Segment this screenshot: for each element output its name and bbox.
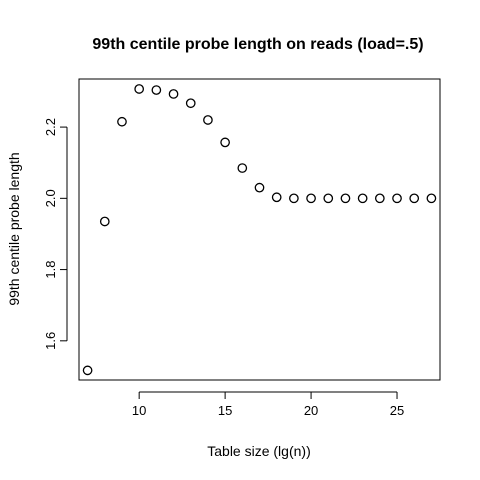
data-point: [357, 193, 368, 204]
data-point: [203, 115, 213, 125]
data-point: [306, 193, 316, 204]
data-point: [392, 193, 402, 204]
data-point: [237, 163, 248, 173]
data-point: [409, 193, 420, 204]
data-points: [82, 84, 437, 376]
y-axis: 1.6 1.8 2.0 2.2: [43, 118, 68, 350]
chart-title: 99th centile probe length on reads (load…: [92, 36, 423, 53]
data-point: [271, 192, 282, 203]
data-point: [151, 85, 162, 95]
data-point: [289, 193, 299, 204]
data-point: [220, 137, 230, 148]
data-point: [134, 84, 145, 94]
y-tick-label: 2.0: [43, 189, 58, 207]
x-axis-label: Table size (lg(n)): [207, 443, 310, 459]
data-point: [340, 193, 351, 204]
y-tick-label: 1.8: [43, 261, 58, 279]
data-point: [82, 365, 93, 376]
data-point: [323, 193, 334, 204]
y-tick-label: 2.2: [43, 118, 58, 136]
data-point: [168, 89, 179, 99]
plot-area-border: [78, 78, 441, 381]
x-tick-label: 25: [390, 403, 404, 418]
data-point: [99, 216, 110, 227]
y-tick-label: 1.6: [43, 332, 58, 350]
x-tick-label: 15: [218, 403, 232, 418]
data-point: [426, 193, 437, 204]
x-axis: 10 15 20 25: [132, 391, 404, 418]
y-axis-label: 99th centile probe length: [6, 152, 22, 305]
data-point: [117, 116, 127, 127]
data-point: [185, 98, 196, 109]
data-point: [374, 193, 385, 204]
data-point: [254, 182, 265, 193]
x-tick-label: 10: [132, 403, 146, 418]
x-tick-label: 20: [304, 403, 318, 418]
